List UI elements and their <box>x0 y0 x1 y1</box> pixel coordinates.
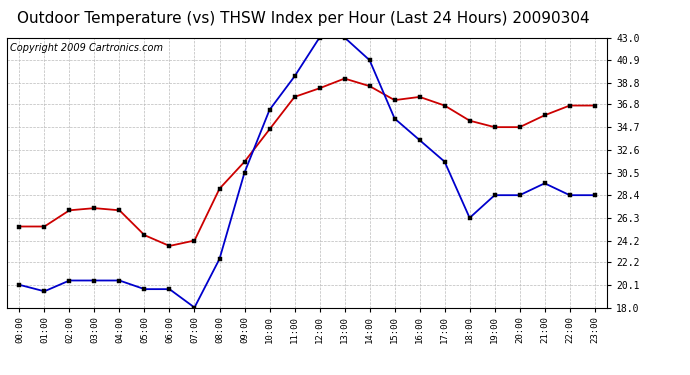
Text: Outdoor Temperature (vs) THSW Index per Hour (Last 24 Hours) 20090304: Outdoor Temperature (vs) THSW Index per … <box>17 11 590 26</box>
Text: Copyright 2009 Cartronics.com: Copyright 2009 Cartronics.com <box>10 43 163 53</box>
